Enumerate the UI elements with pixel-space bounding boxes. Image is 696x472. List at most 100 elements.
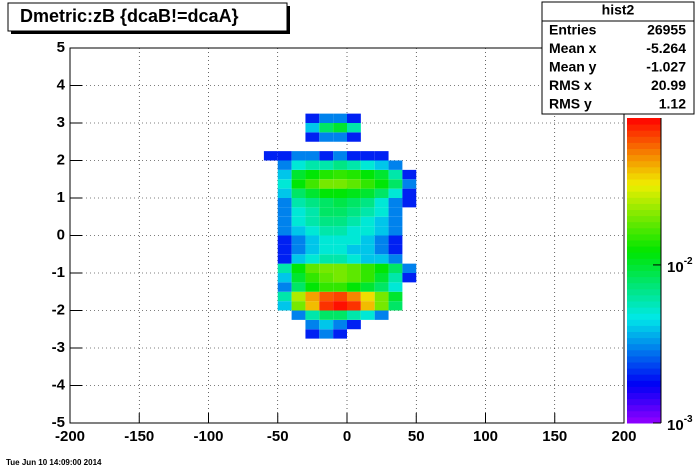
colorbar-step <box>627 221 661 229</box>
colorbar-step <box>627 276 661 284</box>
cell <box>333 113 347 123</box>
colorbar-step <box>627 282 661 290</box>
cell <box>347 188 361 198</box>
cell <box>333 169 347 180</box>
cell <box>388 216 403 227</box>
colorbar-step <box>627 392 661 400</box>
stats-label: RMS x <box>549 77 592 93</box>
cell <box>388 198 403 208</box>
cell <box>305 235 320 245</box>
colorbar-step <box>627 227 661 235</box>
cell <box>305 113 320 123</box>
cell <box>305 123 320 133</box>
cell <box>333 254 347 264</box>
cell <box>277 160 292 170</box>
cell <box>360 188 375 198</box>
cell <box>347 244 361 255</box>
y-tick-label: -1 <box>52 264 65 281</box>
cell <box>305 329 320 339</box>
cell <box>277 216 292 227</box>
cell <box>333 226 347 236</box>
cell <box>388 282 403 292</box>
cell <box>360 151 375 161</box>
cell <box>277 226 292 236</box>
colorbar-step <box>627 124 661 131</box>
cell <box>319 310 334 320</box>
x-tick-label: 50 <box>408 428 425 445</box>
cell <box>347 160 361 170</box>
cell <box>291 179 306 189</box>
cell <box>291 273 306 283</box>
cell <box>388 244 403 255</box>
x-tick-label: 100 <box>473 428 498 445</box>
colorbar-step <box>627 374 661 381</box>
cell <box>305 160 320 170</box>
cell <box>402 179 417 189</box>
cell <box>263 151 278 161</box>
cell <box>374 310 389 320</box>
cell <box>305 244 320 255</box>
cell <box>291 188 306 198</box>
cell <box>347 169 361 180</box>
cell <box>319 123 334 133</box>
cell <box>291 282 306 292</box>
colorbar-step <box>627 179 661 186</box>
colorbar-step <box>627 416 661 424</box>
colorbar-step <box>627 172 661 180</box>
cell <box>360 198 375 208</box>
cell <box>291 226 306 236</box>
colorbar-step <box>627 130 661 137</box>
x-tick-label: 0 <box>343 428 351 445</box>
cell <box>360 226 375 236</box>
colorbar-step <box>627 233 661 241</box>
stats-box: hist2 Entries 26955 Mean x -5.264 Mean y -1.02… <box>541 1 695 115</box>
cell <box>388 188 403 198</box>
cell <box>333 282 347 292</box>
cell <box>277 198 292 208</box>
cell <box>360 216 375 227</box>
colorbar-step <box>627 258 661 265</box>
cell <box>291 160 306 170</box>
colorbar-step <box>627 118 661 125</box>
cell <box>360 169 375 180</box>
stats-label: Entries <box>549 22 597 38</box>
cell <box>402 188 417 198</box>
cell <box>360 310 375 320</box>
y-tick-label: 0 <box>57 226 65 243</box>
chart-title: Dmetric:zB {dcaB!=dcaA} <box>20 6 239 26</box>
cell <box>374 291 389 302</box>
cell <box>374 160 389 170</box>
z-tick-label: 10-2 <box>667 256 693 276</box>
cell <box>333 216 347 227</box>
cell <box>347 282 361 292</box>
cell <box>319 254 334 264</box>
colorbar-step <box>627 380 661 387</box>
cell <box>319 301 334 311</box>
cell <box>360 301 375 311</box>
cell <box>374 216 389 227</box>
cell <box>347 207 361 217</box>
cell <box>319 244 334 255</box>
cell <box>305 273 320 283</box>
cell <box>277 169 292 180</box>
cell <box>305 282 320 292</box>
cell <box>291 291 306 302</box>
colorbar-step <box>627 343 661 351</box>
y-tick-label: -2 <box>52 301 65 318</box>
cell <box>305 319 320 330</box>
colorbar-step <box>627 410 661 418</box>
cell <box>374 273 389 283</box>
cell <box>305 151 320 161</box>
colorbar-step <box>627 209 661 217</box>
y-tick-label: 2 <box>57 151 65 168</box>
colorbar-step <box>627 191 661 198</box>
cell <box>277 254 292 264</box>
cell <box>291 198 306 208</box>
stats-label: Mean y <box>549 59 597 75</box>
cell <box>374 282 389 292</box>
colorbar-step <box>627 142 661 149</box>
cell <box>360 207 375 217</box>
colorbar-step <box>627 185 661 192</box>
cell <box>347 263 361 273</box>
y-tick-label: 4 <box>57 76 66 93</box>
